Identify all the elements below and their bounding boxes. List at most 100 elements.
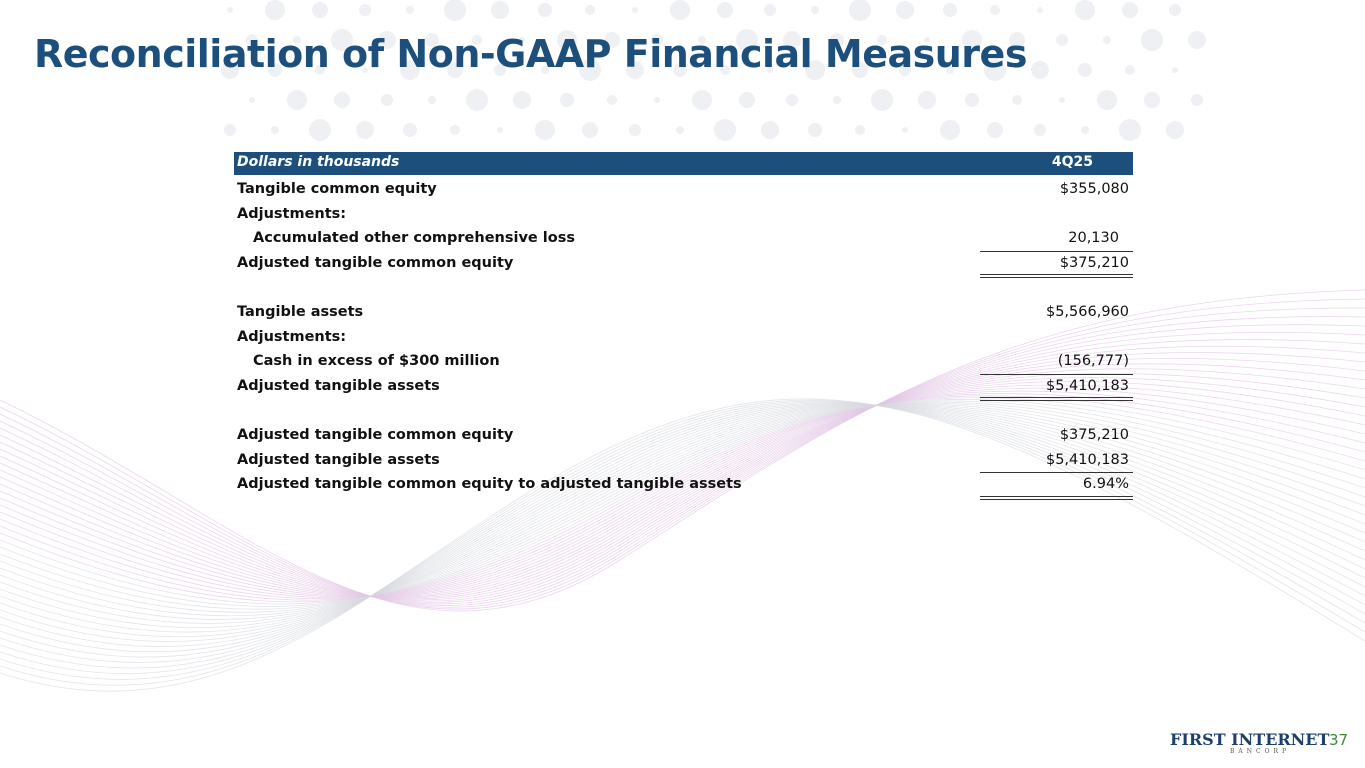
decor-dot xyxy=(1144,92,1160,108)
page-number: 37 xyxy=(1329,731,1349,749)
decor-dot xyxy=(1122,2,1138,18)
decor-wave xyxy=(0,381,1365,597)
decor-wave xyxy=(0,402,1365,617)
decor-wave xyxy=(0,403,1365,663)
decor-dot xyxy=(626,61,644,79)
decor-dot xyxy=(1125,65,1135,75)
decor-wave xyxy=(0,384,1365,598)
value: $5,410,183 xyxy=(1045,451,1129,468)
row: Cash in excess of $300 million (156,777) xyxy=(234,349,1133,374)
row: Adjusted tangible common equity to adjus… xyxy=(234,472,1133,500)
decor-wave xyxy=(0,404,1365,653)
decor-dot xyxy=(1075,0,1095,20)
decor-dot xyxy=(444,0,466,21)
decor-wave xyxy=(0,404,1365,642)
decor-dot xyxy=(494,64,506,76)
decor-dot xyxy=(362,67,368,73)
decor-dot xyxy=(962,30,982,50)
label: Adjustments: xyxy=(237,205,347,222)
decor-dot xyxy=(1191,94,1203,106)
decor-dot xyxy=(293,36,301,44)
decor-dot xyxy=(767,67,773,73)
decor-dot xyxy=(557,30,577,50)
decor-dot xyxy=(632,7,638,13)
row: Adjusted tangible common equity $375,210 xyxy=(234,423,1133,448)
decor-dot xyxy=(1078,63,1092,77)
label: Accumulated other comprehensive loss xyxy=(253,230,576,247)
decor-dot xyxy=(359,4,371,16)
decor-wave xyxy=(0,404,1365,638)
decor-dot xyxy=(287,90,307,110)
decor-dot xyxy=(654,97,660,103)
decor-dot xyxy=(670,0,690,20)
decor-dot xyxy=(582,122,598,138)
decor-dot xyxy=(720,65,730,75)
decor-dot xyxy=(877,35,887,45)
decor-dot xyxy=(811,6,819,14)
decor-wave xyxy=(0,397,1365,605)
decor-dot xyxy=(1059,97,1065,103)
decor-dot xyxy=(1097,90,1117,110)
value: $5,566,960 xyxy=(1045,303,1129,320)
decor-dot xyxy=(1037,7,1043,13)
decor-dot xyxy=(899,64,911,76)
decor-dot xyxy=(400,60,420,80)
decor-wave xyxy=(0,368,1365,597)
decor-wave xyxy=(0,324,1365,605)
decor-dot xyxy=(717,2,733,18)
decor-dot xyxy=(808,123,822,137)
row: Adjusted tangible common equity $375,210 xyxy=(234,250,1133,278)
decor-wave xyxy=(0,316,1365,607)
decor-dot xyxy=(805,60,825,80)
decor-dot xyxy=(560,93,574,107)
decor-dot xyxy=(227,7,233,13)
logo: FIRST INTERNET BANCORP xyxy=(1170,730,1329,755)
row: Adjusted tangible assets $5,410,183 xyxy=(234,448,1133,473)
value: 20,130 xyxy=(1068,230,1119,247)
decor-wave xyxy=(0,402,1365,669)
decor-wave xyxy=(0,332,1365,603)
decor-dot xyxy=(265,0,285,20)
decor-dot xyxy=(1172,67,1178,73)
decor-dot xyxy=(541,66,549,74)
decor-dot xyxy=(783,31,801,49)
logo-subtext: BANCORP xyxy=(1230,748,1291,755)
decor-dot xyxy=(271,126,279,134)
decor-dot xyxy=(990,5,1000,15)
decor-dot xyxy=(1141,29,1163,51)
decor-dot xyxy=(450,125,460,135)
decor-dot xyxy=(221,61,239,79)
decor-dot xyxy=(425,33,439,47)
decor-dot xyxy=(1009,32,1025,48)
decor-dot xyxy=(309,119,331,141)
decor-wave xyxy=(0,307,1365,608)
decor-dot xyxy=(585,5,595,15)
decor-dot xyxy=(1034,124,1046,136)
label: Adjusted tangible assets xyxy=(237,377,440,394)
decor-dot xyxy=(692,90,712,110)
label: Adjusted tangible common equity to adjus… xyxy=(237,476,742,493)
decor-wave xyxy=(0,363,1365,598)
decor-dot xyxy=(356,121,374,139)
decor-dot xyxy=(918,91,936,109)
column-header: Dollars in thousands xyxy=(237,154,400,170)
decor-dot xyxy=(984,59,1006,81)
decor-wave xyxy=(0,403,1365,658)
label: Adjusted tangible assets xyxy=(237,451,440,468)
decor-dot xyxy=(987,122,1003,138)
decor-wave xyxy=(0,377,1365,597)
decor-dot xyxy=(1081,126,1089,134)
row: Accumulated other comprehensive loss 20,1… xyxy=(234,226,1133,251)
decor-dot xyxy=(1103,36,1111,44)
table: Dollars in thousands 4Q25 Tangible commo… xyxy=(234,152,1133,500)
row: Adjustments: xyxy=(234,202,1133,227)
title: Reconciliation of Non-GAAP Financial Mea… xyxy=(34,32,1027,76)
decor-dot xyxy=(852,62,868,78)
value: (156,777) xyxy=(1057,353,1129,370)
decor-dot xyxy=(830,33,844,47)
decor-dot xyxy=(607,95,617,105)
decor-wave xyxy=(0,404,1365,633)
table-header: Dollars in thousands 4Q25 xyxy=(234,152,1133,175)
decor-dot xyxy=(428,96,436,104)
